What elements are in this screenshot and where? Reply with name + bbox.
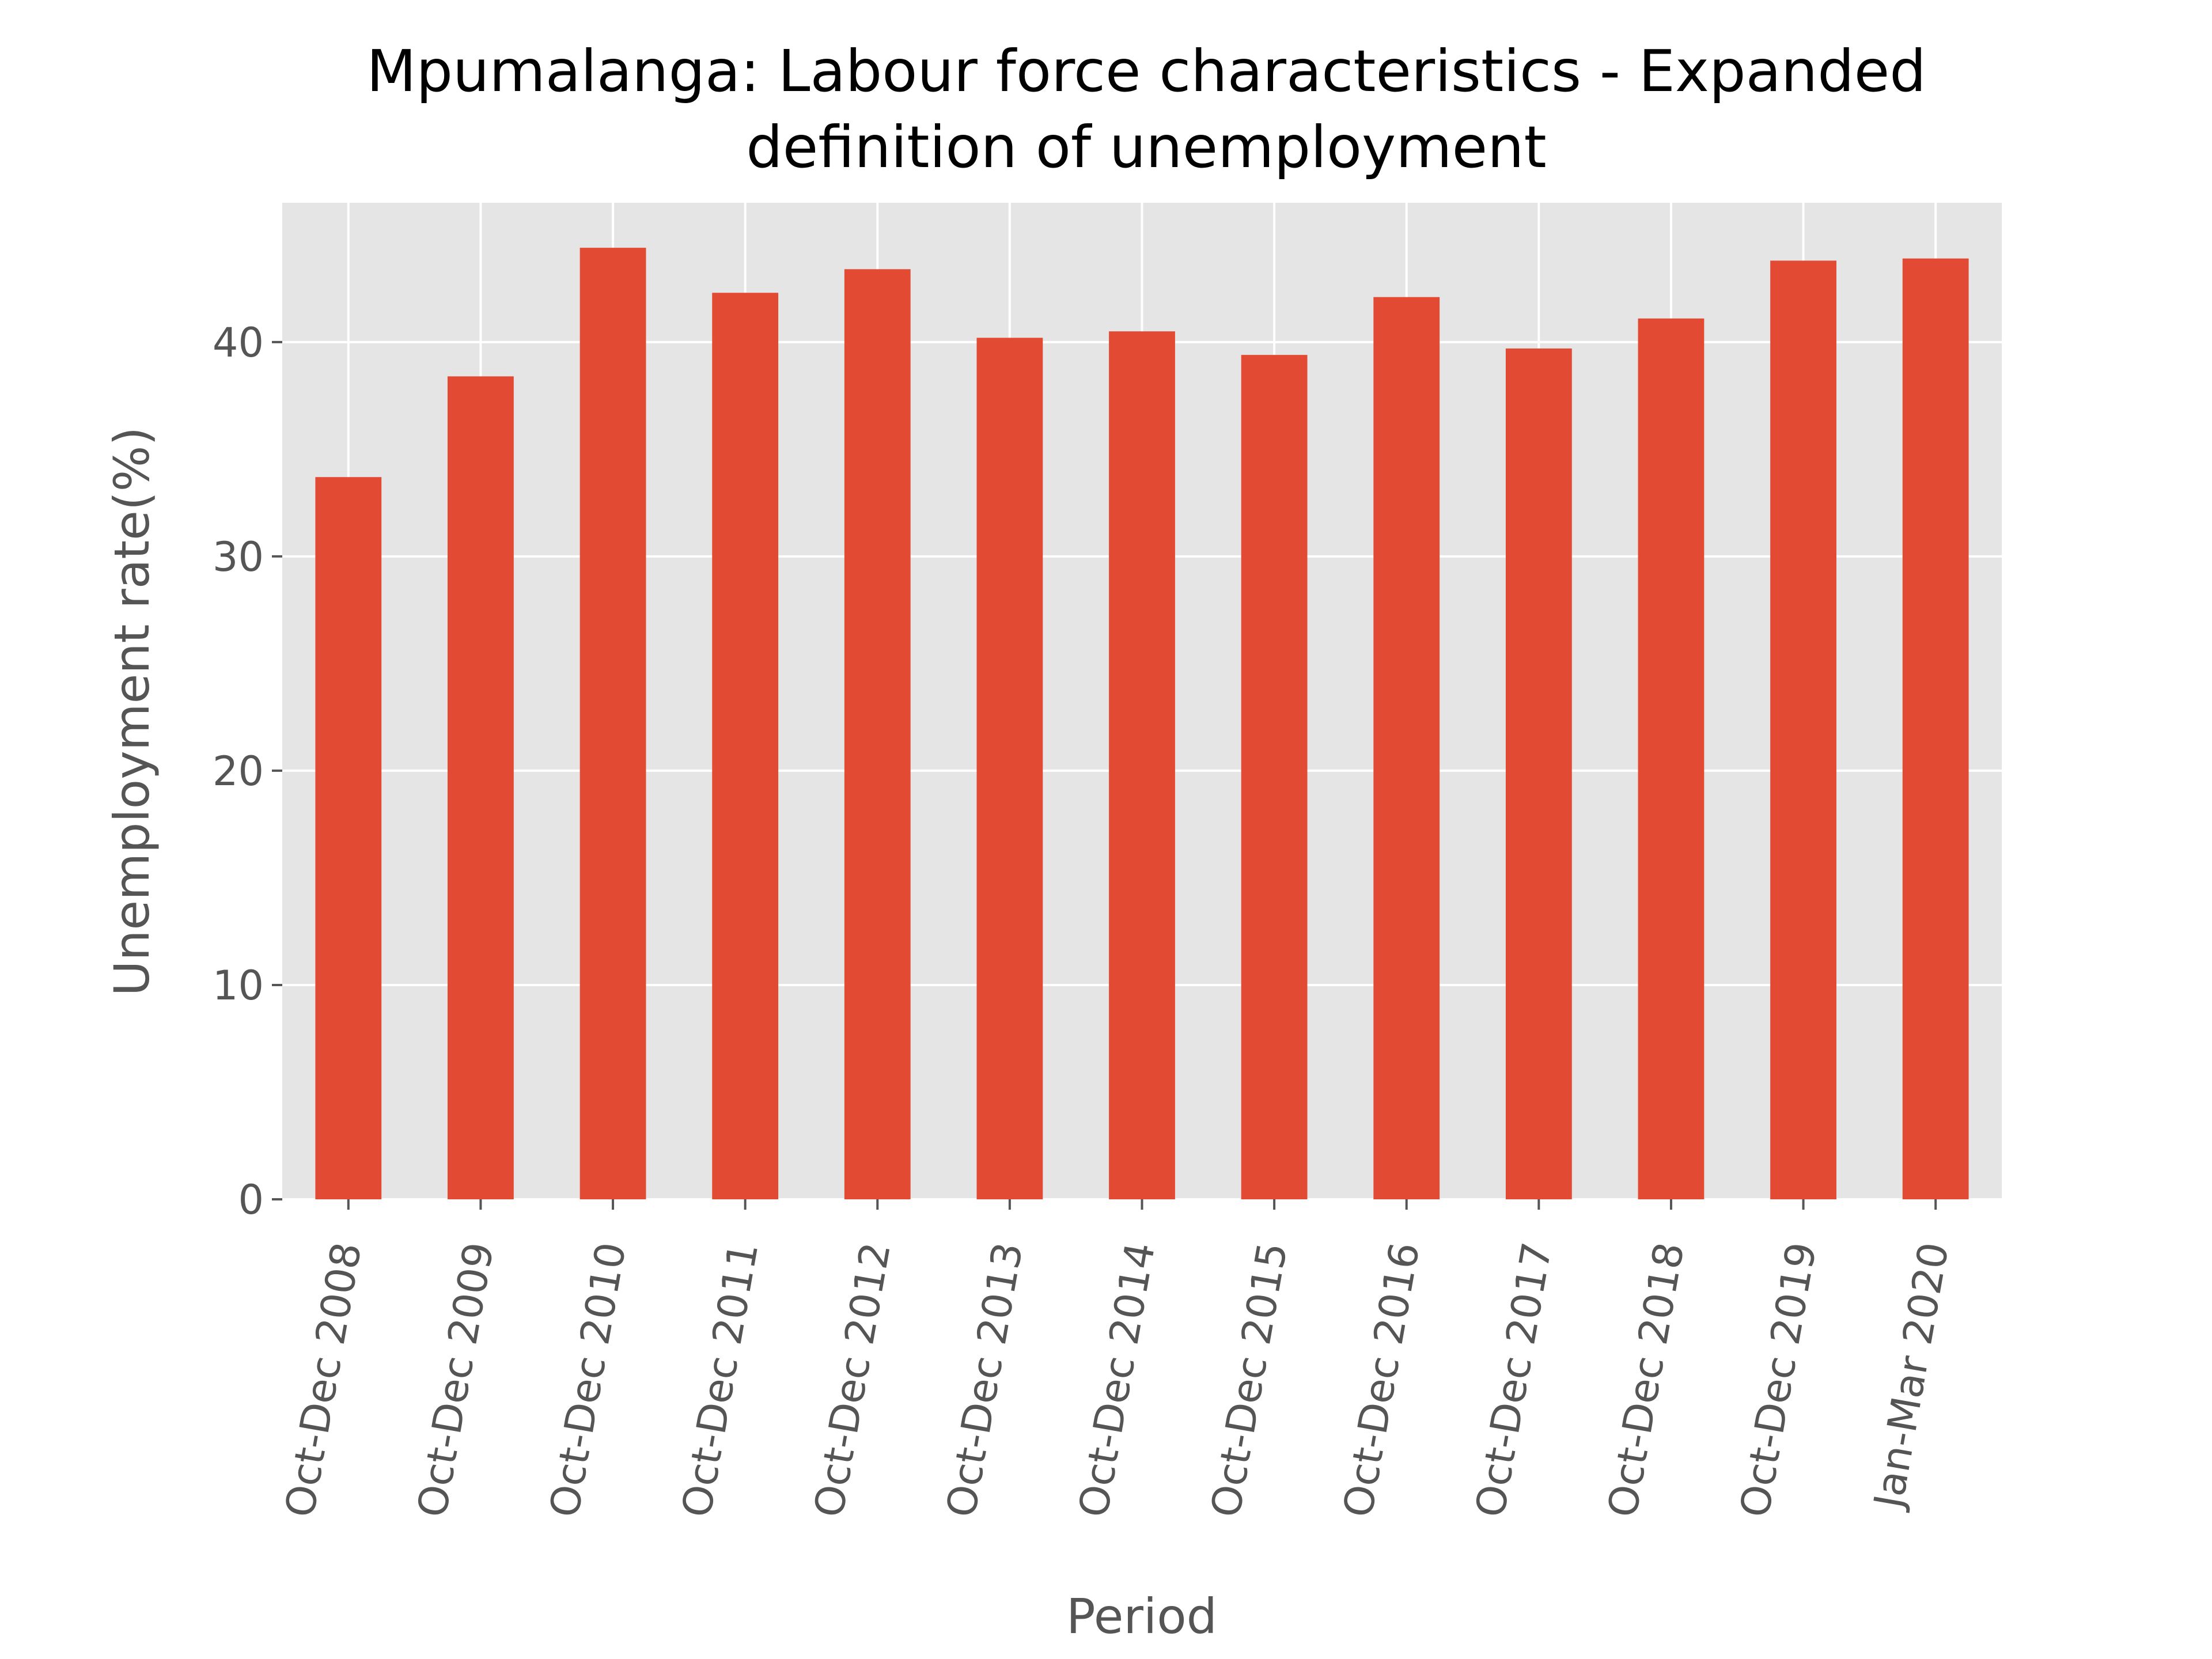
y-tick-label: 40 bbox=[213, 319, 264, 366]
bars bbox=[315, 248, 1969, 1199]
chart-title: Mpumalanga: Labour force characteristics… bbox=[366, 37, 1926, 181]
y-tick-label: 30 bbox=[213, 533, 264, 581]
y-axis-label: Unemployment rate(%) bbox=[104, 427, 160, 996]
bar-7 bbox=[1109, 331, 1175, 1199]
y-tick-label: 10 bbox=[213, 962, 264, 1009]
chart-title-line-1: Mpumalanga: Labour force characteristics… bbox=[366, 37, 1926, 105]
bar-13 bbox=[1902, 258, 1969, 1199]
bar-9 bbox=[1373, 297, 1440, 1199]
y-axis-ticks: 0 10 20 30 40 bbox=[213, 319, 282, 1224]
bar-5 bbox=[844, 269, 911, 1199]
y-tick-label: 20 bbox=[213, 748, 264, 795]
bar-4 bbox=[712, 293, 779, 1199]
y-tick-label: 0 bbox=[238, 1176, 264, 1224]
bar-2 bbox=[448, 376, 514, 1199]
chart-title-line-2: definition of unemployment bbox=[746, 113, 1547, 181]
bar-10 bbox=[1505, 348, 1572, 1199]
bar-12 bbox=[1770, 260, 1836, 1199]
bar-3 bbox=[579, 248, 646, 1199]
x-axis-label: Period bbox=[1066, 1588, 1217, 1645]
bar-1 bbox=[315, 477, 382, 1199]
bar-8 bbox=[1241, 355, 1308, 1199]
bar-6 bbox=[976, 338, 1043, 1199]
bar-11 bbox=[1638, 318, 1705, 1199]
